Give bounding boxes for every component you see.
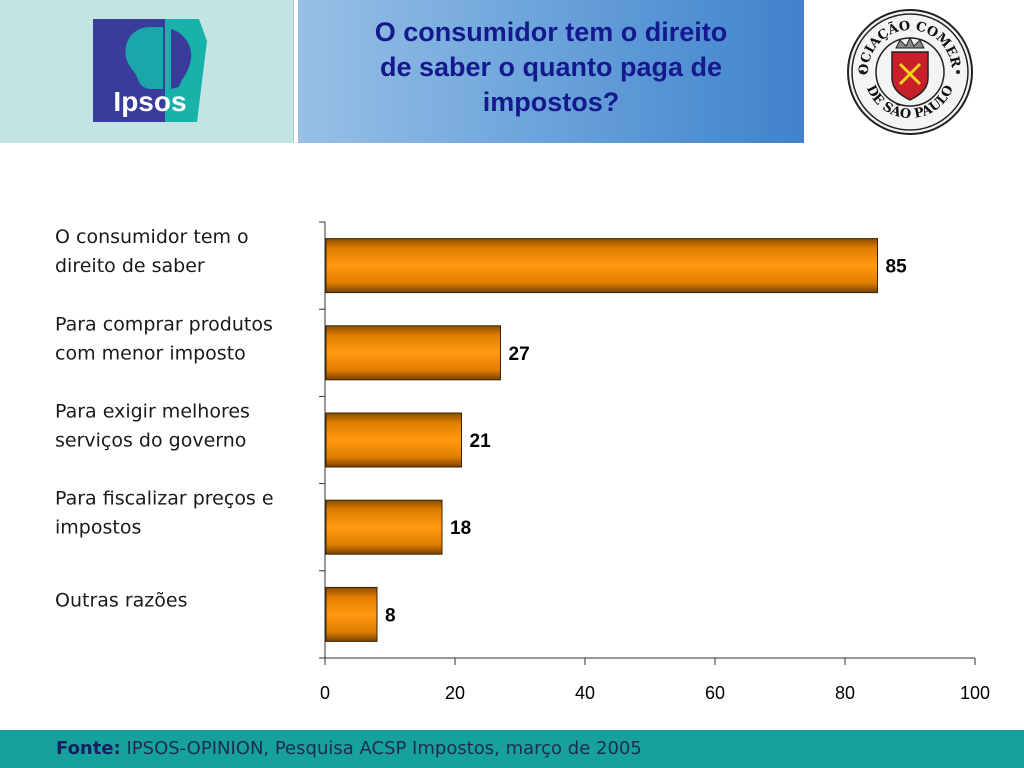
x-tick-label: 40 (575, 683, 595, 703)
category-label-line: O consumidor tem o (55, 226, 249, 248)
title-line-3: impostos? (482, 87, 620, 117)
source-text: IPSOS-OPINION, Pesquisa ACSP Impostos, m… (120, 738, 642, 759)
category-label: Para comprar produtos com menor imposto (55, 313, 273, 364)
bar (325, 586, 378, 642)
x-tick-label: 0 (320, 683, 330, 703)
x-tick-label: 80 (835, 683, 855, 703)
category-label: Para exigir melhores serviços do governo (55, 401, 250, 452)
x-tick-label: 60 (705, 683, 725, 703)
chart-bars: 85 27 21 18 8 (325, 238, 908, 642)
category-label: Para fiscalizar preços e impostos (55, 488, 274, 539)
source-note: Fonte: IPSOS-OPINION, Pesquisa ACSP Impo… (56, 738, 642, 759)
data-label: 85 (886, 257, 908, 278)
title-line-1: O consumidor tem o direito (374, 17, 728, 47)
title-line-2: de saber o quanto paga de (379, 52, 723, 82)
category-label-line: impostos (55, 517, 141, 539)
bar-chart: 85 27 21 18 8 O consumidor tem o direito de s… (55, 221, 990, 703)
chart-category-labels: O consumidor tem o direito de saber Para c… (55, 226, 274, 611)
data-label: 27 (509, 344, 530, 365)
data-label: 21 (470, 431, 492, 452)
acsp-seal-logo: ASSOCIAÇÃO COMERCIAL DE SÃO PAULO (846, 8, 973, 135)
chart-axes (319, 221, 975, 659)
data-label: 8 (385, 605, 396, 626)
category-label-line: Para exigir melhores (55, 401, 250, 423)
category-label-line: Para fiscalizar preços e (55, 488, 274, 510)
category-label-line: Para comprar produtos (55, 313, 273, 335)
bar (325, 412, 462, 468)
x-tick-label: 100 (960, 683, 990, 703)
bar (325, 499, 443, 555)
page-title: O consumidor tem o direito de saber o qu… (298, 15, 804, 120)
category-label-line: serviços do governo (55, 430, 246, 452)
bar (325, 238, 878, 294)
category-label: O consumidor tem o direito de saber (55, 226, 249, 277)
bar (325, 325, 501, 381)
category-label-line: direito de saber (55, 255, 205, 277)
category-label-line: Outras razões (55, 589, 187, 611)
ipsos-logo-panel: Ipsos (0, 0, 294, 143)
category-label: Outras razões (55, 589, 187, 611)
x-tick-label: 20 (445, 683, 465, 703)
source-label: Fonte: (56, 738, 121, 759)
chart-x-ticks: 0 20 40 60 80 100 (320, 658, 990, 703)
category-label-line: com menor imposto (55, 342, 246, 364)
ipsos-wordmark: Ipsos (113, 86, 186, 117)
data-label: 18 (450, 518, 471, 539)
ipsos-logo: Ipsos (93, 19, 207, 122)
title-banner: O consumidor tem o direito de saber o qu… (298, 0, 804, 143)
footer-bar: Fonte: IPSOS-OPINION, Pesquisa ACSP Impo… (0, 730, 1024, 768)
